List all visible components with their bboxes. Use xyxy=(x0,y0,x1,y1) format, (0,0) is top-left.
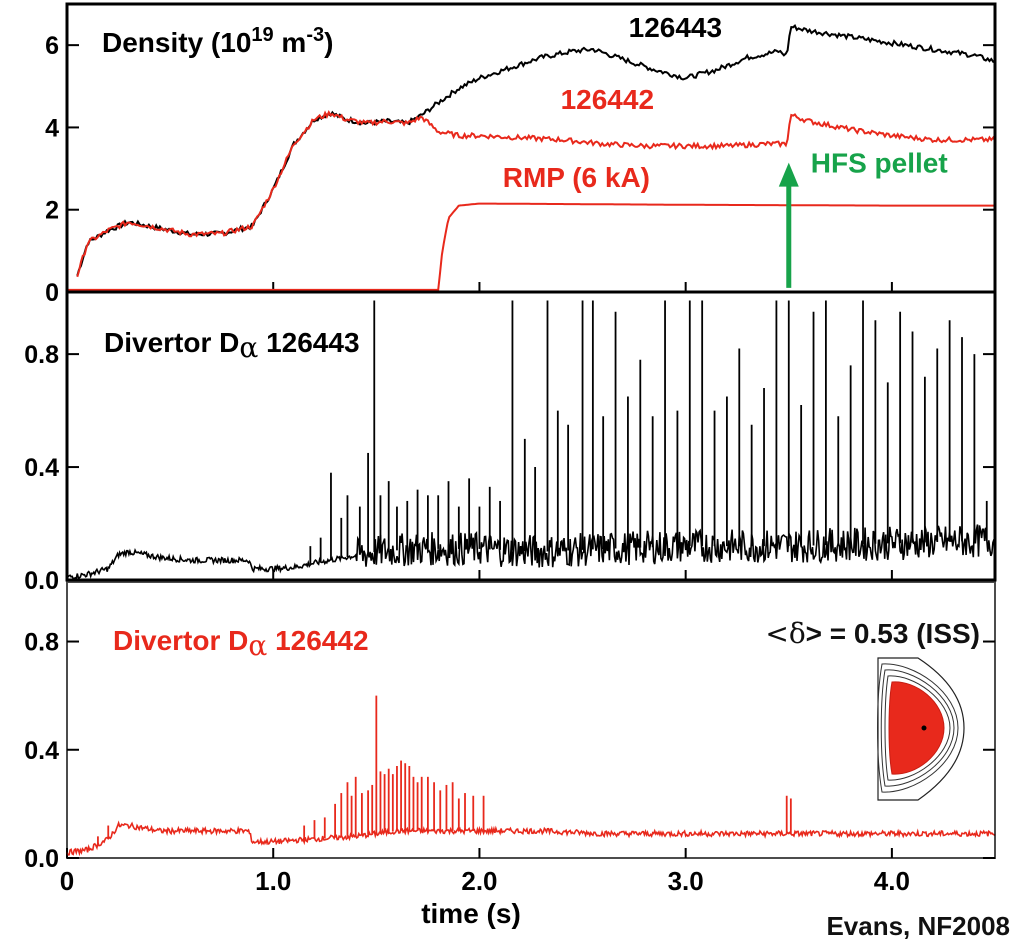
dalpha-126443-title: Divertor Dα 126443 xyxy=(104,327,360,364)
dalpha_126443-ytick-label-2: 0.8 xyxy=(24,341,59,369)
triangularity-note: <δ> = 0.53 (ISS) xyxy=(765,617,980,650)
density-ytick-label-0: 0 xyxy=(45,279,59,307)
dalpha-126442-panel-frame xyxy=(66,581,996,859)
density-ytick-label-3: 6 xyxy=(45,32,59,60)
dalpha_126443-ytick-label-0: 0.0 xyxy=(24,567,59,595)
density-ytick-label-1: 2 xyxy=(45,197,59,225)
dalpha_126443-ytick-label-1: 0.4 xyxy=(24,454,59,482)
marks-layer: 0 2 4 6 126443 126442 RMP (6 kA) HFS pellet 0.0 0… xyxy=(24,12,996,873)
density-series-2 xyxy=(67,202,995,291)
density-series-1 xyxy=(76,109,996,278)
dalpha_126442-trace xyxy=(66,820,996,857)
credit: Evans, NF2008 xyxy=(826,911,1010,941)
x-tick-label-2: 2.0 xyxy=(461,866,497,896)
density-label-0: 126443 xyxy=(629,12,722,43)
x-axis: 0 1.0 2.0 3.0 4.0 xyxy=(60,866,910,896)
dalpha_126442-ytick-label-2: 0.8 xyxy=(24,629,59,657)
density-label-2: RMP (6 kA) xyxy=(503,162,650,193)
density-ytick-label-2: 4 xyxy=(45,114,59,142)
dalpha_126442-ytick-label-1: 0.4 xyxy=(24,737,59,765)
x-tick-label-4: 4.0 xyxy=(874,866,910,896)
x-tick-label-1: 1.0 xyxy=(255,866,291,896)
density-series-0 xyxy=(76,24,996,276)
hfs-pellet-arrow-head xyxy=(778,162,799,187)
dalpha-126443-panel: Divertor Dα 126443 xyxy=(65,290,997,582)
dalpha_126442-ytick-label-0: 0.0 xyxy=(24,845,59,873)
hfs-pellet-label: HFS pellet xyxy=(811,148,948,179)
dalpha-126443-panel-frame xyxy=(65,290,997,582)
dalpha_126443-trace xyxy=(66,524,996,580)
x-axis-label: time (s) xyxy=(421,898,521,929)
density-title: Density (1019 m-3) xyxy=(102,24,333,58)
plasma-cross-section-icon xyxy=(877,657,965,801)
density-panel: Density (1019 m-3) xyxy=(65,2,997,294)
x-tick-label-3: 3.0 xyxy=(668,866,704,896)
density-label-1: 126442 xyxy=(561,84,654,115)
x-tick-label-0: 0 xyxy=(60,866,74,896)
dalpha-126442-title: Divertor Dα 126442 xyxy=(113,625,369,662)
dalpha-126442-panel: Divertor Dα 126442 <δ> = 0.53 (ISS) xyxy=(66,581,996,859)
